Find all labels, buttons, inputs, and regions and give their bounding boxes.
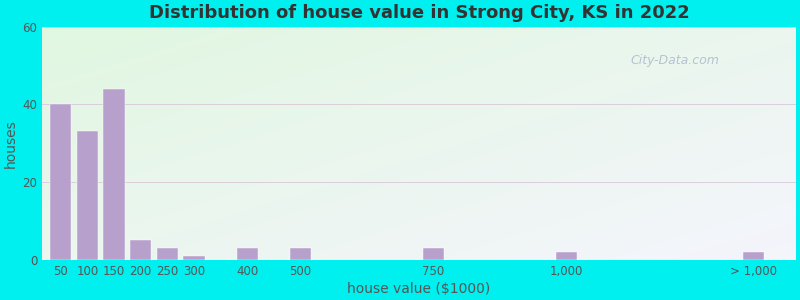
Title: Distribution of house value in Strong City, KS in 2022: Distribution of house value in Strong Ci… [149,4,690,22]
Bar [556,252,578,260]
Bar [130,240,151,260]
Bar [77,131,98,260]
Bar [742,252,764,260]
Text: City-Data.com: City-Data.com [630,55,720,68]
Y-axis label: houses: houses [4,119,18,167]
Bar [183,256,205,260]
Bar [423,248,444,260]
X-axis label: house value ($1000): house value ($1000) [347,282,490,296]
Bar [157,248,178,260]
Bar [50,104,71,260]
Bar [290,248,311,260]
Bar [103,89,125,260]
Bar [237,248,258,260]
